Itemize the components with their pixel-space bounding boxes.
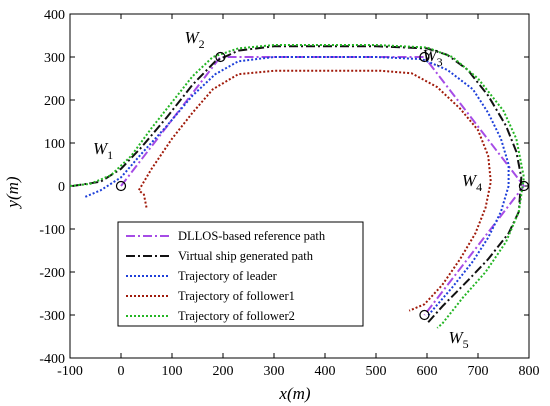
x-tick-label: 400 [315,364,336,379]
legend-label: DLLOS-based reference path [178,229,326,243]
legend-label: Virtual ship generated path [178,249,314,263]
y-axis-label: y(m) [3,176,22,209]
series-line [72,45,523,325]
y-tick-label: -300 [39,309,65,324]
y-tick-label: 0 [58,180,65,195]
y-tick-label: 200 [44,94,65,109]
x-tick-label: 700 [468,364,489,379]
x-tick-label: 0 [118,364,125,379]
x-tick-label: 600 [417,364,438,379]
series-line [120,56,526,316]
legend-label: Trajectory of follower1 [178,289,295,303]
waypoint-marker [215,51,226,63]
legend: DLLOS-based reference path Virtual ship g… [117,221,364,327]
waypoint-marker [419,309,430,321]
waypoint-marker [115,180,127,192]
series-line [137,69,492,312]
x-tick-label: 300 [264,364,285,379]
waypoint-label: W1 [93,139,113,162]
legend-label: Trajectory of follower2 [178,309,295,323]
y-tick-label: -200 [39,266,65,281]
waypoint-label: W5 [448,328,468,351]
series-line [84,56,510,318]
y-tick-label: 100 [44,137,65,152]
x-tick-label: 800 [519,364,540,379]
y-tick-label: -100 [39,223,65,238]
y-tick-label: 400 [44,8,65,23]
x-tick-label: 100 [162,364,183,379]
waypoint-marker [419,51,430,63]
x-tick-label: 500 [366,364,387,379]
waypoint-label: W3 [422,46,442,69]
x-tick-label: 200 [213,364,234,379]
axes: -100 0 100 200 300 400 500 600 700 800 -400 -300 -20… [39,8,539,379]
waypoint-label: W2 [184,28,204,51]
y-tick-label: 300 [44,51,65,66]
y-tick-label: -400 [39,352,65,367]
legend-label: Trajectory of leader [178,269,278,283]
x-tick-label: -100 [57,364,83,379]
waypoint-label: W4 [462,171,482,194]
legend-box [117,221,364,327]
x-axis-label: x(m) [278,384,310,403]
waypoint-marker [518,180,530,192]
series-line [69,44,525,329]
series-lines [69,44,526,329]
